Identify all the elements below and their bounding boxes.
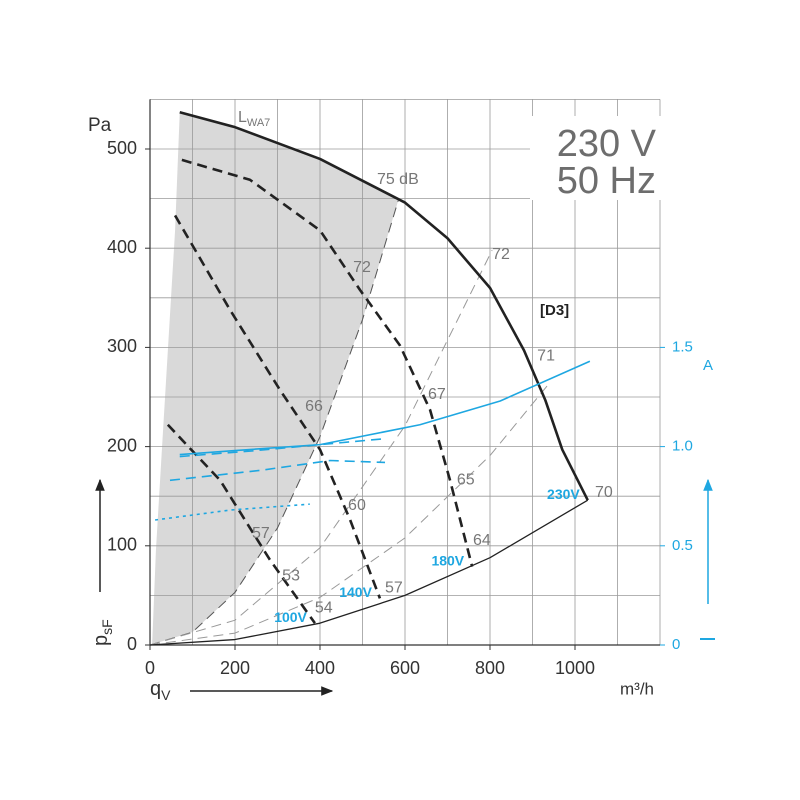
x-tick-label: 800 [475, 658, 505, 678]
x-tick-label: 200 [220, 658, 250, 678]
y-tick-label: 100 [107, 535, 137, 555]
annotation-text: 67 [428, 386, 446, 403]
sound-level-label: 71 [537, 348, 555, 365]
y-tick-label: 200 [107, 435, 137, 455]
sound-level-label: 75 dB [377, 171, 419, 188]
pressure-curve [166, 423, 316, 624]
voltage-label: 100V [274, 609, 307, 625]
annotation-text: 53 [282, 568, 300, 585]
x-axis-label: qV [150, 678, 171, 702]
y-tick-label: 400 [107, 237, 137, 257]
y-label-sub: sF [99, 619, 115, 635]
annotation-text: 57 [385, 580, 403, 597]
system-curve [149, 249, 493, 646]
annotation-text: 72 [492, 246, 510, 263]
y2-unit: A [703, 357, 713, 374]
annotation-text: 64 [473, 532, 491, 549]
voltage-label: 140V [339, 584, 372, 600]
annotation-text: 66 [305, 398, 323, 415]
annotation-text: 54 [315, 600, 333, 617]
sound-level-label: 72 [353, 259, 371, 276]
voltage-label: 180V [431, 552, 464, 568]
current-curve [179, 437, 386, 458]
y2-tick-label: 1.5 [672, 338, 693, 355]
pressure-curve [179, 111, 589, 501]
sound-level-label: 54 [315, 600, 333, 617]
y2-tick-label: 1.0 [672, 438, 693, 455]
pressure-curve [181, 158, 474, 567]
annotation-text: 60 [348, 497, 366, 514]
sound-level-label: 70 [595, 484, 613, 501]
current-curve [154, 503, 310, 521]
y-unit: Pa [88, 115, 112, 136]
y2-tick-label: 0 [672, 636, 680, 653]
system-curve [149, 499, 589, 646]
system-curve [149, 200, 399, 646]
annotation-sub: WA7 [247, 117, 270, 129]
sound-level-label: 57 [252, 525, 270, 542]
annotation-text: 57 [252, 525, 270, 542]
y2-tick-label: 0.5 [672, 537, 693, 554]
y-axis-label: psF [90, 619, 114, 646]
x-label-sub: V [161, 687, 171, 703]
sound-level-label: 65 [457, 472, 475, 489]
y-tick-label: 500 [107, 138, 137, 158]
sound-level-label: 53 [282, 568, 300, 585]
sound-level-label: 72 [492, 246, 510, 263]
sound-level-label: 67 [428, 386, 446, 403]
sound-level-label: 57 [385, 580, 403, 597]
chart-title: 230 V [557, 123, 657, 165]
x-tick-label: 0 [145, 658, 155, 678]
title-box [530, 116, 662, 200]
model-label: [D3] [540, 302, 569, 319]
y-tick-label: 0 [127, 634, 137, 654]
sound-level-label: LWA7 [238, 109, 270, 129]
current-curve [179, 360, 591, 456]
voltage-label: 230V [547, 486, 580, 502]
annotation-text: 70 [595, 484, 613, 501]
x-tick-label: 400 [305, 658, 335, 678]
annotation-text: 75 dB [377, 171, 419, 188]
annotation-text: 71 [537, 348, 555, 365]
sound-level-label: 60 [348, 497, 366, 514]
annotation-text: 65 [457, 472, 475, 489]
x-unit: m³/h [620, 679, 654, 698]
y-tick-label: 300 [107, 336, 137, 356]
annotation-text: L [238, 109, 247, 126]
system-curve [149, 384, 549, 646]
x-label-main: q [150, 678, 161, 700]
annotation-text: 72 [353, 259, 371, 276]
y-label-main: p [90, 635, 112, 646]
x-tick-label: 600 [390, 658, 420, 678]
sound-level-label: 66 [305, 398, 323, 415]
chart-subtitle: 50 Hz [557, 160, 656, 202]
sound-level-label: 64 [473, 532, 491, 549]
x-tick-label: 1000 [555, 658, 595, 678]
